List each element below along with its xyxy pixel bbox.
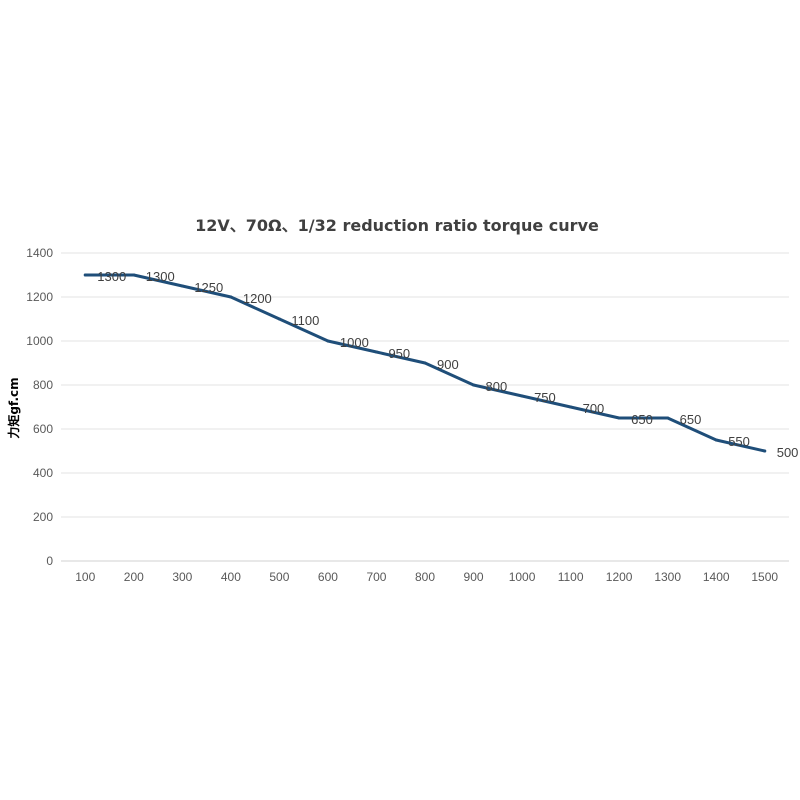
data-label: 1300	[146, 269, 175, 284]
data-label: 550	[728, 434, 750, 449]
series	[83, 273, 767, 453]
data-point	[180, 284, 184, 288]
data-label: 650	[680, 412, 702, 427]
x-tick-labels: 100 200 300 400 500 600 700 800 900 1000 1100 1200 1…	[75, 570, 778, 584]
gridlines	[61, 252, 789, 518]
y-tick-label: 0	[46, 554, 53, 568]
x-tick-label: 600	[318, 570, 338, 584]
data-point	[83, 273, 87, 277]
x-tick-label: 400	[221, 570, 241, 584]
x-tick-label: 800	[415, 570, 435, 584]
data-label: 650	[631, 412, 653, 427]
x-tick-label: 100	[75, 570, 95, 584]
x-tick-label: 900	[464, 570, 484, 584]
x-tick-label: 300	[172, 570, 192, 584]
data-point	[569, 405, 573, 409]
data-point	[229, 295, 233, 299]
y-axis-label: 力矩gf.cm	[6, 377, 21, 438]
data-label: 1300	[97, 269, 126, 284]
data-label: 1200	[243, 291, 272, 306]
y-tick-label: 600	[33, 422, 53, 436]
data-label: 1000	[340, 335, 369, 350]
data-labels: 1300 1300 1250 1200 1100 1000 950 900 800 750 700 6…	[97, 269, 798, 460]
x-tick-label: 1000	[509, 570, 536, 584]
y-tick-label: 800	[33, 378, 53, 392]
x-tick-label: 700	[366, 570, 386, 584]
data-point	[617, 416, 621, 420]
data-point	[472, 383, 476, 387]
data-label: 500	[777, 445, 799, 460]
data-point	[666, 416, 670, 420]
data-point	[423, 361, 427, 365]
data-label: 750	[534, 390, 556, 405]
y-tick-label: 200	[33, 510, 53, 524]
data-label: 700	[583, 401, 605, 416]
data-label: 1250	[194, 280, 223, 295]
data-label: 950	[388, 346, 410, 361]
x-tick-label: 1100	[558, 570, 584, 584]
y-tick-label: 1200	[26, 290, 53, 304]
data-point	[520, 394, 524, 398]
x-tick-label: 1200	[606, 570, 633, 584]
data-point	[763, 449, 767, 453]
data-label: 1100	[291, 313, 319, 328]
data-point	[374, 350, 378, 354]
y-tick-labels: 0 200 400 600 800 1000 1200 1400	[26, 246, 53, 568]
data-point	[714, 438, 718, 442]
x-tick-label: 1300	[654, 570, 681, 584]
y-tick-label: 400	[33, 466, 53, 480]
x-tick-label: 1500	[751, 570, 778, 584]
data-label: 900	[437, 357, 459, 372]
y-tick-label: 1400	[26, 246, 53, 260]
x-tick-label: 500	[269, 570, 289, 584]
chart-title: 12V、70Ω、1/32 reduction ratio torque curv…	[195, 216, 599, 235]
data-point	[132, 273, 136, 277]
data-label: 800	[486, 379, 508, 394]
x-tick-label: 200	[124, 570, 144, 584]
data-point	[326, 339, 330, 343]
data-point	[277, 317, 281, 321]
y-tick-label: 1000	[26, 334, 53, 348]
x-tick-label: 1400	[703, 570, 730, 584]
